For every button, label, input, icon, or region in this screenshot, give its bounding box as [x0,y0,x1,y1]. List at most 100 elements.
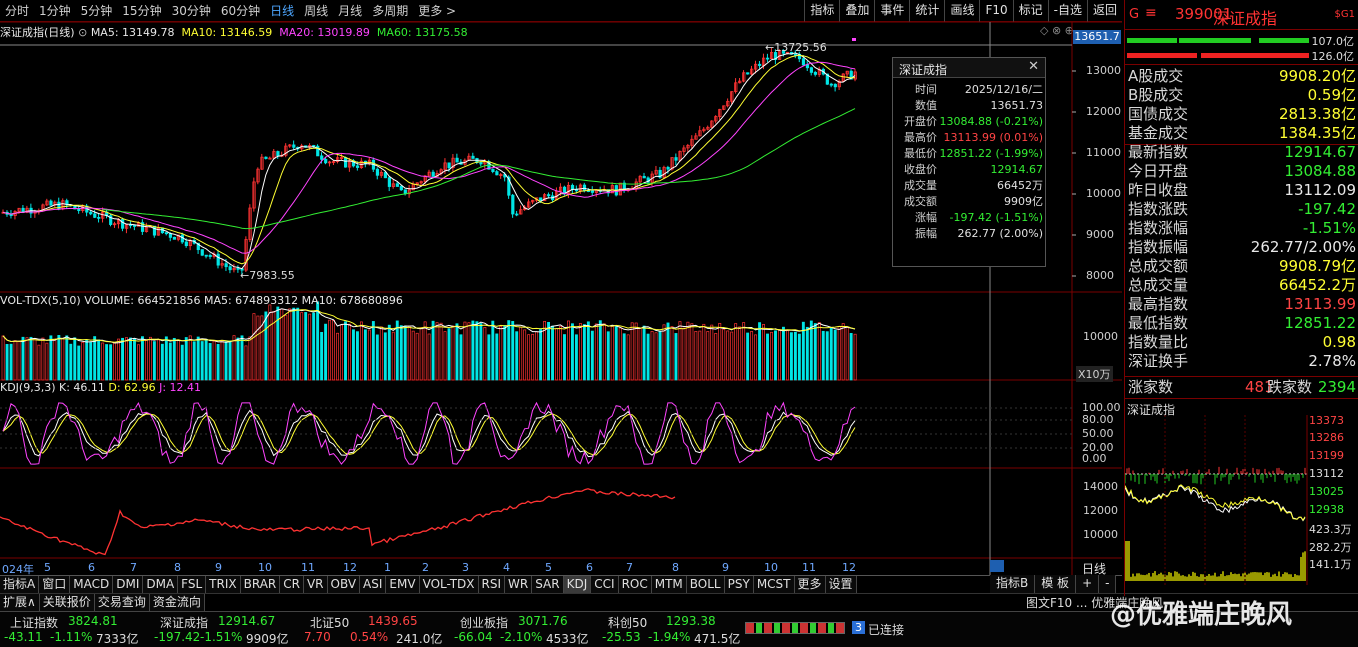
volume-bar [543,321,547,381]
volume-bar [105,344,109,381]
indicator-tab-1[interactable]: 窗口 [39,576,71,593]
index-quote-3[interactable]: 创业板指 3071.76 -66.04 -2.10% 4533亿 [450,612,600,647]
sub-tab-3[interactable]: 资金流向 [149,594,205,611]
volume-bar [164,336,168,381]
sub-tab-0[interactable]: 扩展∧ [0,594,40,611]
candle-body [164,232,169,235]
indicator-tab-18[interactable]: CCI [591,576,619,593]
tab-timeframe-1[interactable]: 1分钟 [39,3,71,18]
volume-bar [375,334,379,381]
candle-body [109,215,113,225]
volume-bar [833,329,837,381]
tab-timeframe-0[interactable]: 分时 [5,3,30,18]
tab-timeframe-4[interactable]: 30分钟 [171,3,211,18]
candle-body [140,222,145,232]
tool-button-8[interactable]: 返回 [1086,0,1122,22]
tab-timeframe-3[interactable]: 15分钟 [122,3,162,18]
tooltip-value: 12914.67 [990,163,1044,176]
volume-bar [113,342,117,381]
candle-body [666,166,670,170]
close-icon[interactable]: ✕ [1028,59,1039,74]
indicator-tab-21[interactable]: BOLL [686,576,725,593]
indicator-tab-11[interactable]: ASI [360,576,387,593]
settings-icon[interactable]: ⊙ [78,26,88,39]
tab-timeframe-6[interactable]: 日线 [270,3,295,18]
tab-timeframe-8[interactable]: 月线 [338,3,363,18]
indicator-tab-23[interactable]: MCST [753,576,795,593]
indicator-tab-17[interactable]: KDJ [563,576,592,593]
indicator-tab-7[interactable]: BRAR [240,576,281,593]
indicator-tab-13[interactable]: VOL-TDX [419,576,479,593]
quote-row-13: 最低指数 12851.22 [1125,314,1358,333]
volume-bar [252,313,256,381]
indicator-tab-right-0[interactable]: 指标B [990,575,1036,593]
indicator-tab-25[interactable]: 设置 [825,576,857,593]
indicator-tab-8[interactable]: CR [280,576,304,593]
tab-timeframe-5[interactable]: 60分钟 [220,3,261,18]
tooltip-row-5: 收盘价 12914.67 [893,162,1047,177]
index-quote-0[interactable]: 上证指数 3824.81 -43.11 -1.11% 7333亿 [0,612,150,647]
tool-button-2[interactable]: 事件 [874,0,909,22]
volume-bar [582,324,586,381]
period-label[interactable]: 日线 [1082,562,1107,576]
index-quote-2[interactable]: 北证50 1439.65 7.70 0.54% 241.0亿 [300,612,450,647]
tab-timeframe-7[interactable]: 周线 [304,3,329,18]
candle-body [443,162,447,171]
sub-tab-1[interactable]: 关联报价 [39,594,95,611]
indicator-tab-right-2[interactable]: + [1076,575,1100,593]
tooltip-label: 成交量 [904,179,937,192]
candle-body [531,199,535,203]
indicator-tab-22[interactable]: PSY [724,576,754,593]
indicator-tab-0[interactable]: 指标A [0,576,40,593]
current-price-tag: 13651.7 [1073,30,1121,44]
kdj-tick-2: 50.00 [1082,427,1114,440]
indicator-tab-9[interactable]: VR [303,576,328,593]
indicator-tab-right-3[interactable]: - [1099,575,1117,593]
tool-button-7[interactable]: -自选 [1047,0,1087,22]
window-controls[interactable]: ◇ ⊗ ⊕ [1040,24,1074,37]
indicator-tab-2[interactable]: MACD [70,576,114,593]
volume-bar [837,326,841,381]
volume-bar [180,344,184,381]
indicator-tab-24[interactable]: 更多 [794,576,826,593]
indicator-tab-19[interactable]: ROC [618,576,652,593]
candle-body [375,168,380,176]
tab-timeframe-2[interactable]: 5分钟 [80,3,113,18]
tab-timeframe-9[interactable]: 多周期 [372,3,409,18]
tool-button-1[interactable]: 叠加 [839,0,874,22]
index-quote-1[interactable]: 深证成指 12914.67 -197.42 -1.51% 9909亿 [150,612,300,647]
indicator-tab-10[interactable]: OBV [327,576,361,593]
tool-button-6[interactable]: 标记 [1012,0,1048,22]
volume-bar [45,342,49,381]
date-tick-0: 024年 [2,563,34,576]
indicator-tab-12[interactable]: EMV [386,576,420,593]
tab-timeframe-10[interactable]: 更多 > [418,3,457,18]
candle-body [570,184,575,190]
tooltip-label: 最低价 [904,147,937,160]
sub-tab-2[interactable]: 交易查询 [94,594,150,611]
indicator-tab-14[interactable]: RSI [478,576,506,593]
candle-body [543,194,547,202]
volume-bar [638,327,642,381]
tool-button-0[interactable]: 指标 [804,0,839,22]
tool-button-4[interactable]: 画线 [944,0,979,22]
indicator-tab-4[interactable]: DMA [143,576,179,593]
indicator-tab-15[interactable]: WR [505,576,533,593]
indicator-tab-16[interactable]: SAR [532,576,564,593]
index-quote-4[interactable]: 科创50 1293.38 -25.53 -1.94% 471.5亿 [598,612,748,647]
tool-button-5[interactable]: F10 [979,0,1012,22]
quote-label: 深证换手 [1128,352,1189,370]
indicator-tab-20[interactable]: MTM [651,576,687,593]
indicator-tab-5[interactable]: FSL [178,576,207,593]
volume-bar [702,323,706,381]
indicator-tab-6[interactable]: TRIX [206,576,241,593]
candle-body [746,72,750,75]
indicator-tab-right-1[interactable]: 模 板 [1035,575,1077,593]
candle-body [849,70,853,80]
menu-icon[interactable]: ≡ [1145,5,1157,21]
indicator-tab-3[interactable]: DMI [113,576,144,593]
volume-bar [443,331,447,381]
volume-bar [483,327,487,381]
tool-button-3[interactable]: 统计 [909,0,944,22]
volume-bar [782,326,785,381]
